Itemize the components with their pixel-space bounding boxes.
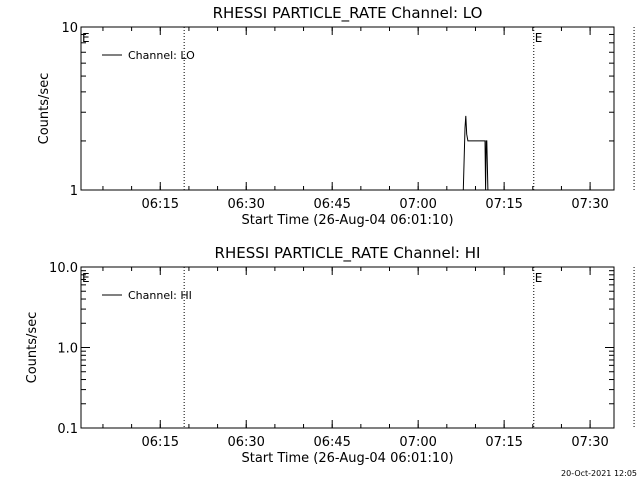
footer-timestamp: 20-Oct-2021 12:05 (561, 469, 637, 478)
x-tick-label: 07:00 (399, 435, 436, 450)
y-axis-label: Counts/sec (25, 312, 40, 384)
x-tick-label: 07:15 (485, 435, 522, 450)
plot-frame (80, 26, 615, 191)
legend-entry: Channel: HI (128, 289, 192, 302)
x-tick-label: 07:30 (571, 197, 608, 212)
x-tick-label: 07:00 (399, 197, 436, 212)
x-tick-label: 06:15 (142, 197, 179, 212)
x-tick-label: 06:30 (227, 197, 264, 212)
chart-title: RHESSI PARTICLE_RATE Channel: HI (215, 244, 481, 263)
event-marker-label: E (82, 31, 90, 45)
x-tick-label: 06:45 (313, 197, 350, 212)
y-tick-label: 10.0 (49, 261, 78, 276)
y-tick-label: 1 (70, 184, 78, 199)
panel-hi: RHESSI PARTICLE_RATE Channel: HI E E 06:15 0… (25, 244, 635, 466)
y-axis-label: Counts/sec (37, 73, 52, 145)
x-tick-label: 07:30 (571, 435, 608, 450)
chart-title: RHESSI PARTICLE_RATE Channel: LO (213, 4, 483, 23)
panel-lo: RHESSI PARTICLE_RATE Channel: LO E E 06:15 0… (37, 4, 635, 228)
x-tick-label: 06:45 (313, 435, 350, 450)
event-marker-label: E (535, 31, 543, 45)
x-tick-label: 06:30 (227, 435, 264, 450)
y-tick-label: 0.1 (57, 422, 78, 437)
legend-entry: Channel: LO (128, 49, 195, 62)
event-marker-label: E (535, 271, 543, 285)
x-axis-label: Start Time (26-Aug-04 06:01:10) (241, 451, 453, 466)
y-tick-label: 1.0 (57, 342, 78, 357)
series-line-channel-lo (462, 115, 491, 191)
y-tick-label: 10 (61, 21, 78, 36)
event-marker-label: E (82, 271, 90, 285)
x-tick-label: 07:15 (485, 197, 522, 212)
x-axis-label: Start Time (26-Aug-04 06:01:10) (241, 213, 453, 228)
x-tick-label: 06:15 (142, 435, 179, 450)
